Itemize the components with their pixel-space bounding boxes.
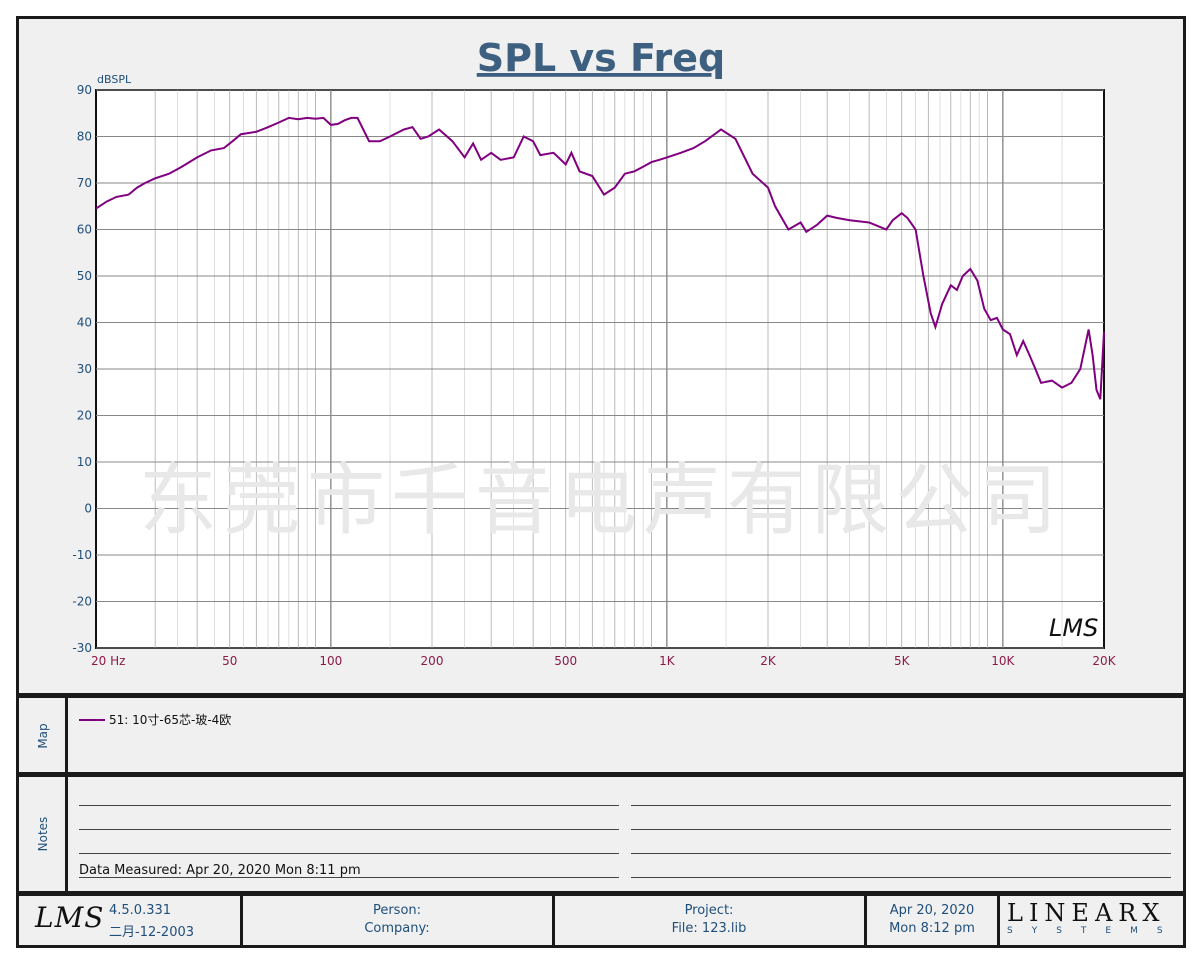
version-date: 二月-12-2003: [109, 925, 195, 940]
divider: [864, 896, 867, 945]
y-tick-label: 80: [77, 130, 92, 144]
y-tick-labels: 90 80 70 60 50 40 30 20 10 0 -10 -20 -30: [72, 83, 92, 655]
y-tick-label: 70: [77, 176, 92, 190]
x-tick-label: 20K: [1092, 654, 1116, 668]
linearx-logo: LINEARX: [1007, 899, 1166, 927]
divider: [19, 891, 1183, 896]
note-line: [631, 829, 1171, 830]
lms-logo: LMS: [35, 901, 105, 934]
company-label: Company:: [364, 921, 430, 936]
x-tick-label: 2K: [760, 654, 777, 668]
note-line: [79, 853, 619, 854]
y-tick-label: 0: [84, 502, 92, 516]
report-date: Apr 20, 2020: [889, 903, 975, 918]
project-label: Project:: [684, 903, 734, 918]
chart-grid: [95, 89, 1105, 649]
y-tick-label: 50: [77, 269, 92, 283]
chart-watermark: 东莞市千音电声有限公司: [139, 456, 1063, 546]
report-frame: SPL vs Freq dBSPL 东莞市千音电声有限公司 90 80 70 60 50…: [16, 16, 1186, 948]
note-line: [79, 829, 619, 830]
map-label: Map: [36, 723, 50, 749]
note-line: [79, 877, 619, 878]
divider: [65, 777, 68, 891]
notes-label: Notes: [36, 816, 50, 852]
x-tick-label: 10K: [991, 654, 1015, 668]
y-tick-label: -20: [72, 595, 92, 609]
legend-entry: 51: 10寸-65芯-玻-4欧: [109, 713, 232, 727]
data-measured-text: Data Measured: Apr 20, 2020 Mon 8:11 pm: [79, 863, 361, 878]
divider: [65, 698, 68, 772]
y-tick-label: 60: [77, 223, 92, 237]
x-tick-labels: 20 Hz 50 100 200 500 1K 2K 5K 10K 20K: [91, 654, 1117, 668]
y-tick-label: 10: [77, 455, 92, 469]
y-axis-label: dBSPL: [97, 73, 132, 86]
y-tick-label: 40: [77, 316, 92, 330]
divider: [997, 896, 1000, 945]
linearx-systems: SYSTEMS: [1007, 926, 1182, 936]
x-tick-label: 500: [554, 654, 577, 668]
legend-swatch: [79, 719, 105, 721]
spl-chart: SPL vs Freq dBSPL 东莞市千音电声有限公司 90 80 70 60 50…: [72, 36, 1117, 668]
divider: [19, 772, 1183, 777]
x-tick-label: 1K: [659, 654, 676, 668]
note-line: [79, 805, 619, 806]
spl-curve: [95, 116, 1105, 400]
note-line: [631, 805, 1171, 806]
y-tick-label: 90: [77, 83, 92, 97]
y-tick-label: 20: [77, 409, 92, 423]
x-tick-label: 100: [319, 654, 342, 668]
divider: [240, 896, 243, 945]
divider: [552, 896, 555, 945]
note-line: [631, 877, 1171, 878]
y-tick-label: 30: [77, 362, 92, 376]
note-line: [631, 853, 1171, 854]
divider: [19, 693, 1183, 698]
chart-corner-logo: LMS: [1049, 614, 1098, 642]
report-time: Mon 8:12 pm: [889, 921, 975, 936]
x-tick-label: 5K: [894, 654, 911, 668]
file-label: File: 123.lib: [671, 921, 747, 936]
chart-title: SPL vs Freq: [477, 36, 726, 80]
y-tick-label: -30: [72, 641, 92, 655]
x-tick-label: 50: [222, 654, 237, 668]
x-tick-label: 20 Hz: [91, 654, 125, 668]
x-tick-label: 200: [421, 654, 444, 668]
person-label: Person:: [372, 903, 422, 918]
y-tick-label: -10: [72, 548, 92, 562]
version-number: 4.5.0.331: [109, 903, 172, 918]
